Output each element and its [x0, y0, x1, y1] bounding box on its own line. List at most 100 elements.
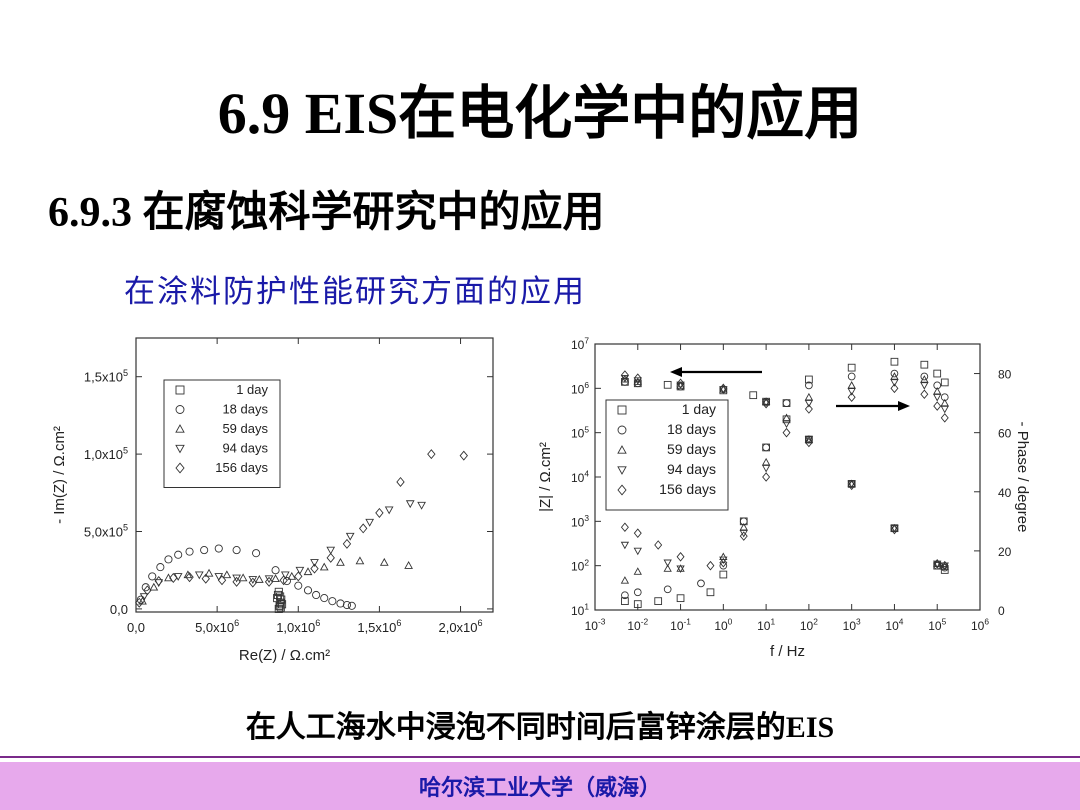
x-axis-label: f / Hz [770, 643, 805, 660]
legend-entry: 94 days [222, 441, 268, 456]
data-point [232, 576, 241, 587]
x-tick-label: 1,0x106 [276, 618, 320, 635]
phase-point [920, 360, 929, 369]
phase-point [676, 594, 685, 603]
phase-point [933, 394, 942, 402]
data-point [252, 549, 261, 558]
y-tick-label: 105 [571, 424, 589, 440]
phase-point [697, 579, 705, 588]
legend-box [163, 379, 281, 488]
phase-point [762, 472, 771, 482]
modulus-point [933, 560, 942, 569]
modulus-point [620, 374, 630, 383]
data-point [277, 600, 287, 609]
modulus-arrow-head [670, 367, 682, 377]
modulus-point [940, 560, 949, 571]
section-heading: 在涂料防护性能研究方面的应用 [124, 274, 586, 310]
y-tick-label: 1,0x105 [84, 445, 128, 462]
phase-point [782, 420, 791, 429]
data-point [222, 570, 232, 579]
legend-entry: 156 days [659, 481, 716, 497]
data-point [154, 576, 163, 587]
phase-point [676, 565, 685, 573]
phase-point [847, 392, 856, 402]
modulus-point [890, 524, 899, 535]
legend-marker [617, 466, 627, 475]
modulus-point [633, 373, 642, 383]
nyquist-plot: 0,0 5,0x106 1,0x106 1,5x106 2,0x106 0,0 5,0x10… [51, 337, 494, 664]
phase-point [620, 522, 629, 533]
data-point [282, 576, 291, 586]
phase-point [847, 372, 856, 381]
x-tick-label: 101 [757, 617, 775, 633]
phase-point [933, 386, 942, 395]
modulus-point [749, 391, 758, 400]
data-point [404, 561, 413, 569]
data-point [355, 556, 365, 565]
y2-tick-label: 40 [998, 486, 1012, 500]
phase-point [706, 588, 715, 597]
data-point [169, 572, 178, 583]
legend-marker [175, 405, 185, 414]
legend-entry: 94 days [667, 461, 716, 477]
phase-point [847, 381, 856, 389]
y2-axis-label: - Phase / degree [1014, 422, 1031, 533]
phase-point [719, 552, 728, 560]
bode-plot: 10-3 10-2 10-1 100 101 102 103 104 105 106 101 102 1… [537, 336, 1031, 660]
x-tick-label: 2,0x106 [438, 618, 482, 635]
data-point [280, 571, 290, 580]
y-tick-label: 107 [571, 336, 589, 352]
data-point [214, 544, 223, 553]
legend-marker [617, 425, 627, 435]
footer-bar [0, 762, 1080, 810]
phase-point [761, 457, 771, 466]
data-point [185, 547, 194, 556]
phase-point [676, 552, 685, 562]
modulus-point [940, 566, 949, 574]
phase-point [847, 363, 856, 372]
data-point [254, 574, 264, 583]
phase-point [933, 401, 942, 411]
data-point [347, 601, 356, 610]
data-point [319, 562, 329, 571]
phase-point [933, 369, 942, 378]
x-tick-label: 0,0 [127, 620, 145, 635]
phase-point [804, 399, 814, 408]
data-point [365, 518, 375, 527]
phase-point [633, 588, 642, 597]
data-point [273, 590, 283, 600]
phase-point [620, 541, 630, 550]
phase-point [762, 443, 770, 452]
data-point [342, 538, 352, 549]
phase-point [890, 357, 899, 366]
y2-tick-label: 0 [998, 604, 1005, 618]
modulus-point [663, 380, 672, 389]
data-point [375, 507, 384, 518]
data-point [248, 577, 258, 588]
data-point [342, 600, 352, 610]
y2-tick-label: 60 [998, 427, 1012, 441]
data-point [141, 583, 150, 592]
y2-tick-label: 20 [998, 545, 1012, 559]
data-point [310, 559, 319, 567]
modulus-point [940, 563, 949, 572]
data-point [310, 563, 319, 574]
modulus-point [620, 370, 629, 380]
data-point [156, 563, 165, 572]
x-tick-label: 5,0x106 [195, 618, 239, 635]
legend-entry: 1 day [236, 382, 268, 397]
phase-point [761, 464, 771, 473]
phase-point [739, 531, 748, 541]
data-point [336, 557, 345, 566]
data-point [200, 546, 209, 555]
slide-title: 6.9 EIS在电化学中的应用 [217, 81, 863, 146]
data-point [303, 567, 313, 576]
data-point [405, 500, 415, 509]
data-point [312, 590, 321, 600]
data-point [264, 576, 274, 587]
phase-point [890, 372, 899, 380]
phase-point [804, 404, 813, 414]
data-point [185, 572, 194, 583]
data-point [149, 582, 159, 591]
data-point [139, 593, 149, 602]
